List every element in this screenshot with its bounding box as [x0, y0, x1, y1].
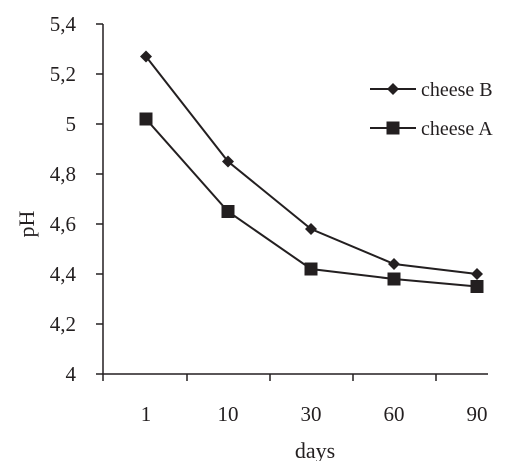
y-tick-label: 4,2: [50, 312, 76, 336]
y-axis-label: pH: [14, 210, 39, 237]
data-point-cheese-b: [140, 50, 152, 63]
x-ticks: 1 10 30 60 90: [102, 374, 488, 426]
axes: [102, 24, 488, 375]
data-point-cheese-a: [470, 280, 484, 293]
y-tick-label: 4,4: [50, 262, 77, 286]
x-tick-label: 30: [301, 402, 322, 426]
y-tick-label: 5,4: [50, 12, 77, 36]
data-point-cheese-b: [388, 258, 400, 270]
data-point-cheese-a: [139, 112, 153, 126]
data-point-cheese-a: [221, 205, 235, 218]
legend-label: cheese B: [421, 79, 493, 101]
x-tick-label: 60: [384, 402, 405, 426]
data-point-cheese-a: [304, 262, 318, 276]
y-tick-label: 4,8: [50, 162, 76, 186]
data-point-cheese-a: [387, 272, 401, 286]
x-axis-label: days: [295, 438, 335, 461]
legend: cheese B cheese A: [370, 79, 493, 140]
x-tick-label: 90: [467, 402, 488, 426]
data-point-cheese-b: [222, 155, 234, 168]
y-tick-label: 5,2: [50, 62, 76, 86]
y-tick-label: 5: [66, 112, 77, 136]
x-tick-label: 1: [141, 402, 152, 426]
series-cheese-a: [139, 112, 484, 293]
legend-label: cheese A: [421, 118, 493, 140]
data-point-cheese-b: [471, 268, 483, 280]
data-point-cheese-b: [305, 223, 317, 235]
y-ticks: 4 4,2 4,4 4,6 4,8 5 5,2 5,4: [50, 12, 103, 386]
legend-item-cheese-a: cheese A: [370, 118, 493, 140]
legend-marker-cheese-a: [386, 121, 400, 135]
legend-marker-cheese-b: [387, 83, 399, 95]
y-tick-label: 4,6: [50, 212, 76, 236]
series-cheese-b: [140, 50, 483, 280]
x-tick-label: 10: [218, 402, 239, 426]
legend-item-cheese-b: cheese B: [370, 79, 493, 101]
y-tick-label: 4: [66, 362, 77, 386]
series-layer: [139, 50, 484, 293]
series-line-cheese-a: [145, 118, 478, 288]
